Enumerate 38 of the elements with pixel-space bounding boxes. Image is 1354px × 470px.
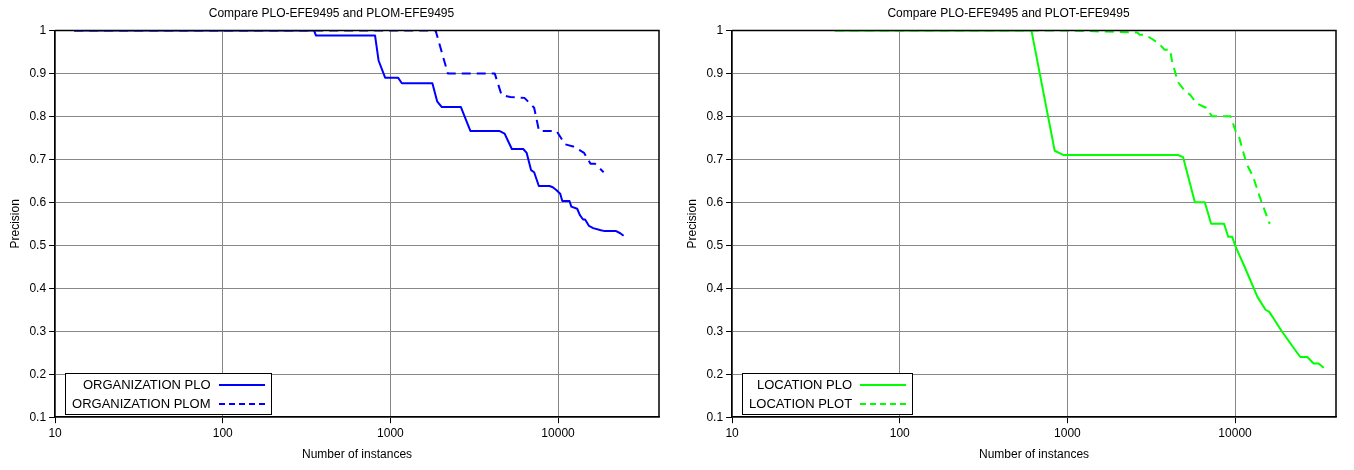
legend-label: LOCATION PLOT: [749, 395, 853, 414]
y-tick-label: 0.7: [29, 151, 47, 166]
y-tick-label: 0.1: [29, 409, 47, 424]
y-tick-label: 1: [716, 22, 724, 37]
y-tick-label: 0.2: [706, 366, 724, 381]
legend-label: LOCATION PLO: [757, 376, 853, 395]
y-tick-label: 0.3: [706, 323, 724, 338]
y-axis-title: Precision: [684, 199, 699, 249]
chart-title: Compare PLO-EFE9495 and PLOM-EFE9495: [208, 5, 455, 20]
y-tick-label: 0.6: [29, 194, 47, 209]
y-tick-label: 0.8: [29, 108, 47, 123]
legend-label: ORGANIZATION PLO: [82, 376, 211, 395]
y-tick-label: 1: [39, 22, 47, 37]
x-tick-label: 10000: [1218, 425, 1253, 440]
y-tick-label: 0.9: [29, 65, 47, 80]
x-tick-label: 10000: [541, 425, 576, 440]
chart-title: Compare PLO-EFE9495 and PLOT-EFE9495: [887, 5, 1130, 20]
y-tick-label: 0.4: [29, 280, 47, 295]
y-tick-label: 0.5: [706, 237, 724, 252]
y-tick-label: 0.1: [706, 409, 724, 424]
x-tick-label: 10: [48, 425, 63, 440]
y-axis-title: Precision: [7, 199, 22, 249]
x-tick-label: 100: [212, 425, 234, 440]
y-tick-label: 0.8: [706, 108, 724, 123]
y-tick-label: 0.5: [29, 237, 47, 252]
x-tick-label: 1000: [1054, 425, 1082, 440]
y-tick-label: 0.9: [706, 65, 724, 80]
legend-label: ORGANIZATION PLOM: [72, 395, 211, 414]
y-tick-label: 0.7: [706, 151, 724, 166]
y-tick-label: 0.3: [29, 323, 47, 338]
x-tick-label: 100: [889, 425, 911, 440]
x-tick-label: 10: [725, 425, 740, 440]
y-tick-label: 0.4: [706, 280, 724, 295]
x-axis-title: Number of instances: [979, 447, 1090, 462]
x-axis-title: Number of instances: [302, 447, 413, 462]
y-tick-label: 0.2: [29, 366, 47, 381]
y-tick-label: 0.6: [706, 194, 724, 209]
x-tick-label: 1000: [377, 425, 405, 440]
